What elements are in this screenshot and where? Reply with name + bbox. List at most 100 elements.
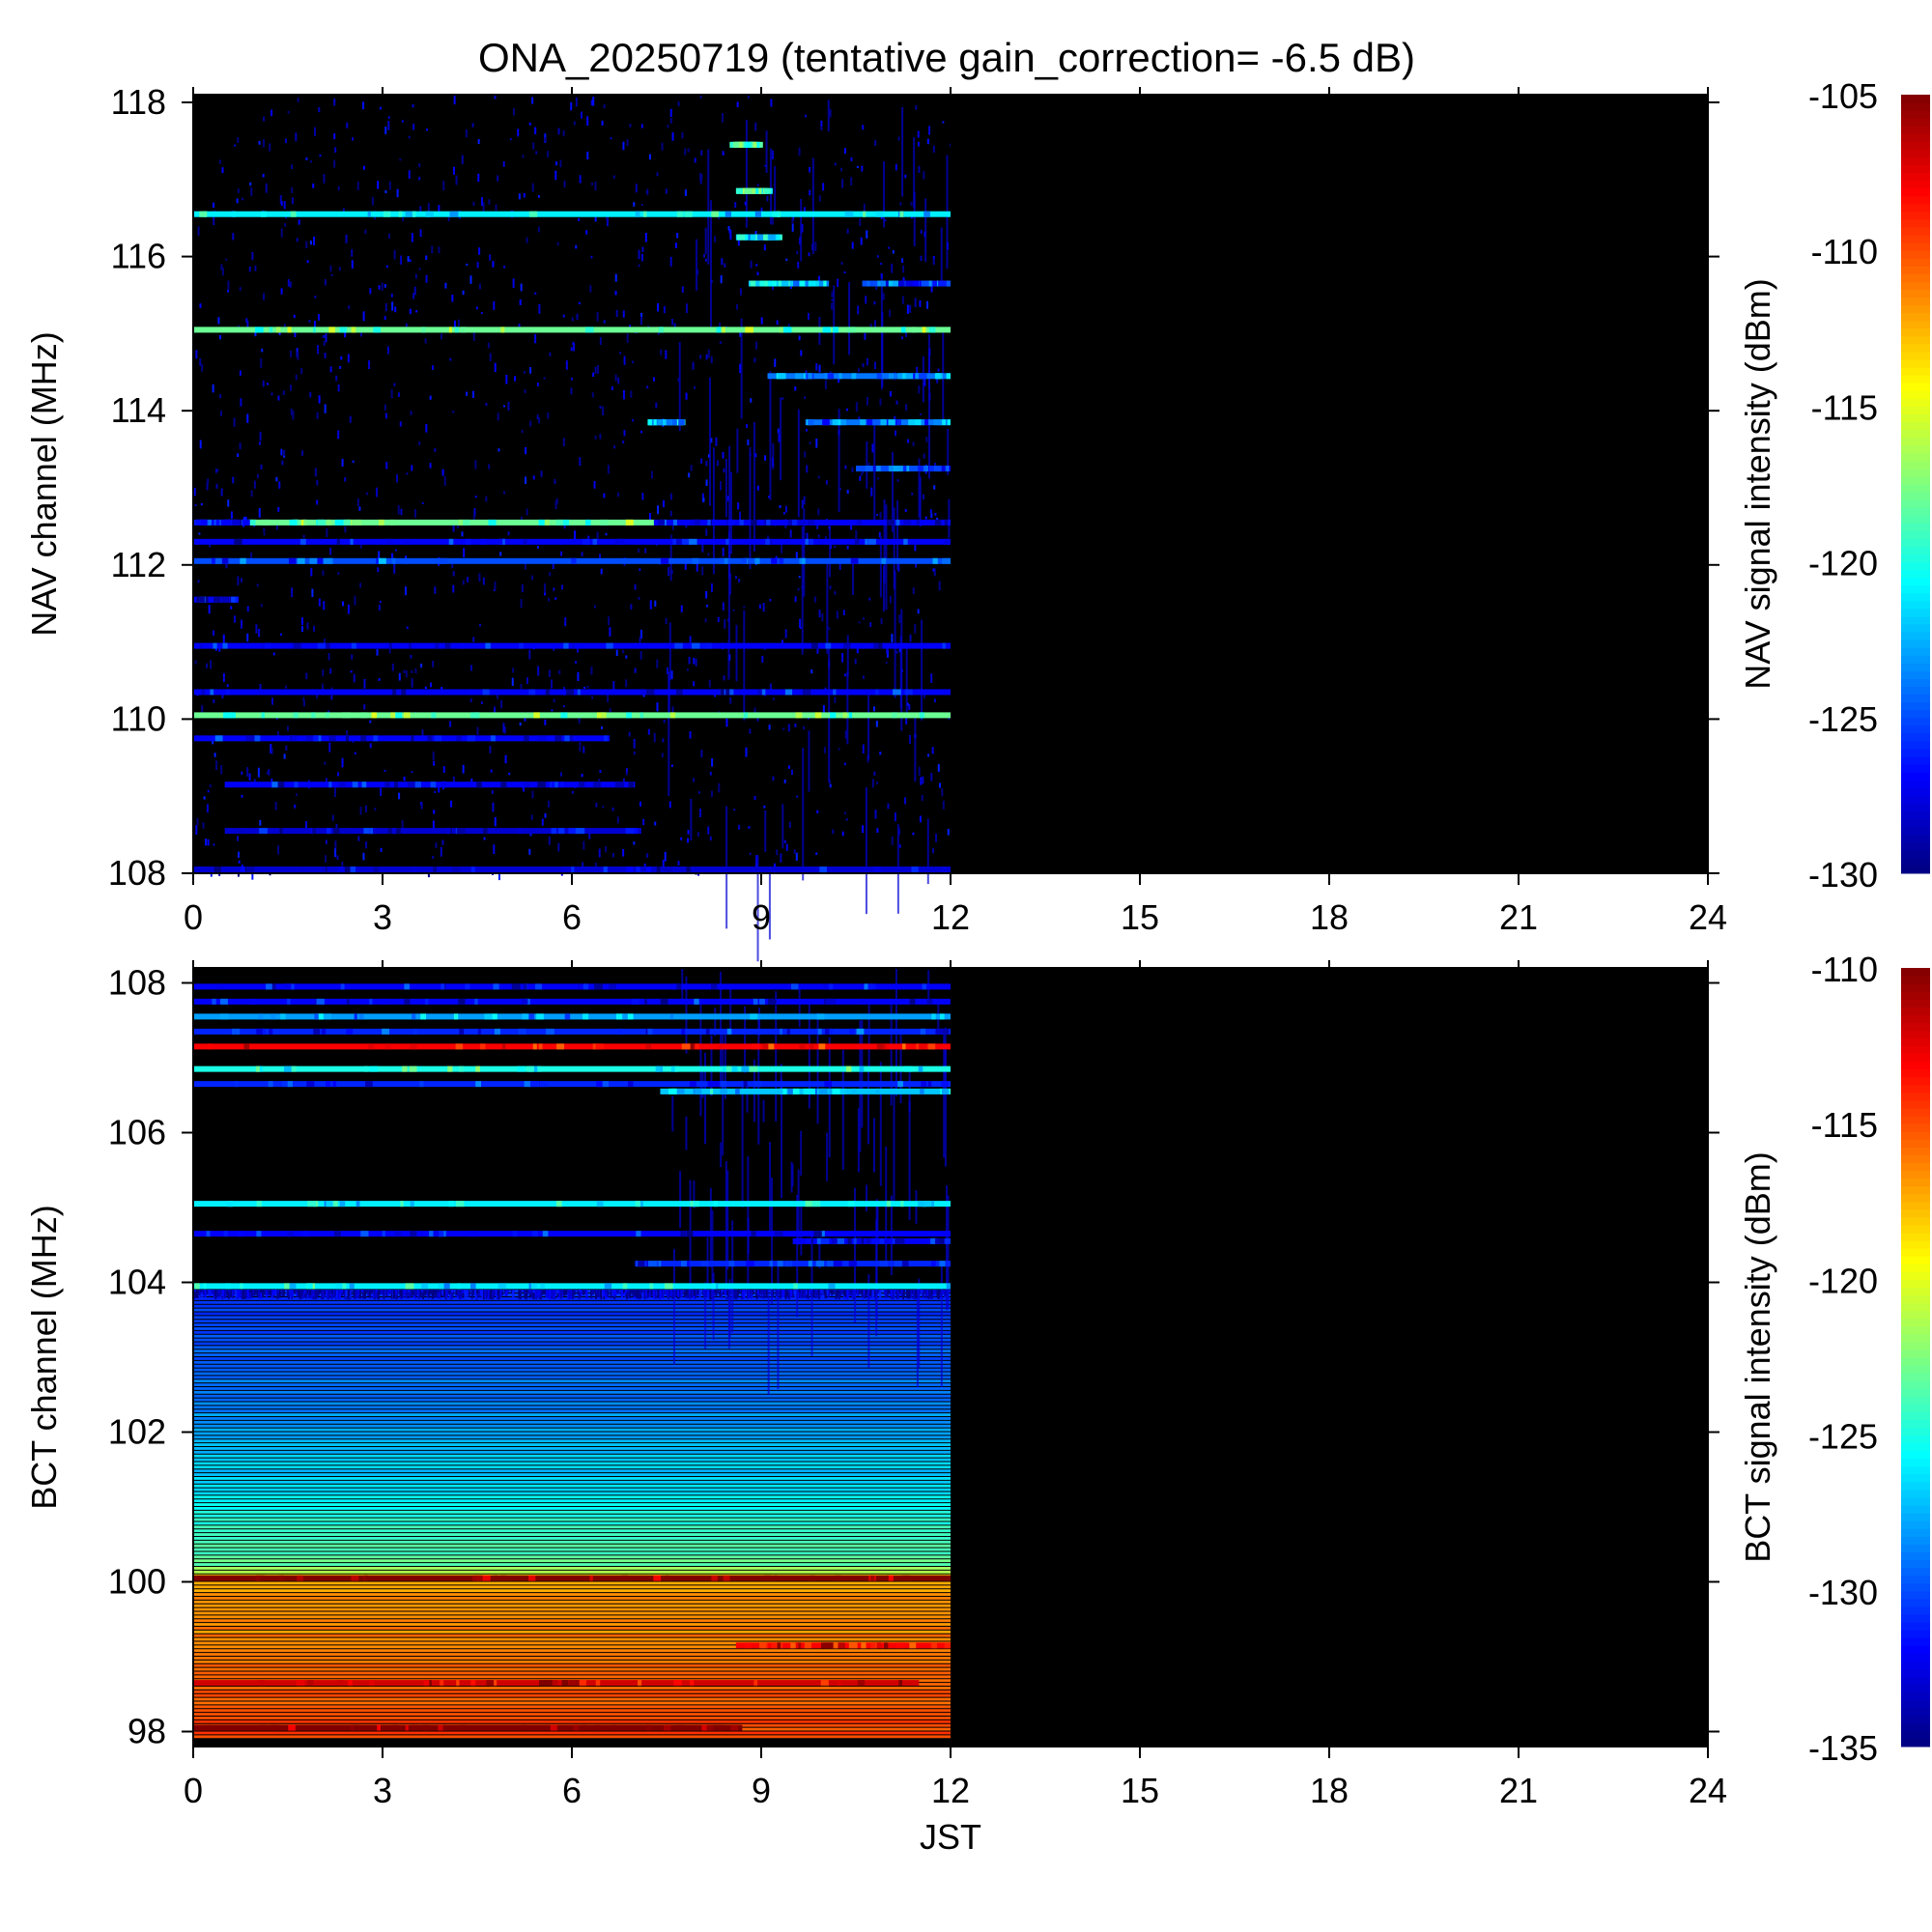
- signal-line-texture: [245, 735, 252, 742]
- noise-speckle: [548, 800, 551, 809]
- noise-speckle: [408, 170, 411, 180]
- colorbar-step: [1901, 1014, 1930, 1023]
- noise-speckle: [373, 1290, 376, 1294]
- signal-line-texture: [280, 1013, 286, 1020]
- noise-speckle: [688, 472, 691, 478]
- noise-speckle: [272, 652, 275, 656]
- noise-speckle: [362, 101, 365, 110]
- signal-line-texture: [760, 689, 766, 696]
- signal-line-texture: [256, 1201, 263, 1208]
- signal-line-texture: [872, 419, 881, 426]
- signal-line: [193, 1043, 951, 1050]
- noise-speckle: [376, 648, 379, 656]
- signal-line-texture: [604, 735, 608, 742]
- noise-streak: [708, 377, 711, 506]
- noise-speckle: [845, 1290, 848, 1297]
- noise-speckle: [594, 181, 597, 191]
- signal-line-texture: [730, 1724, 738, 1731]
- signal-line-texture: [488, 519, 497, 526]
- y-tick-label: 108: [108, 963, 166, 1003]
- colorbar-step: [1901, 242, 1930, 251]
- noise-speckle: [450, 1290, 453, 1300]
- noise-speckle: [643, 864, 646, 867]
- noise-speckle: [571, 317, 574, 322]
- noise-speckle: [871, 1290, 874, 1299]
- noise-speckle: [435, 842, 438, 848]
- noise-speckle: [639, 1290, 642, 1299]
- noise-speckle: [482, 577, 485, 585]
- noise-speckle: [204, 1290, 207, 1298]
- signal-line-texture: [240, 1283, 243, 1290]
- band-row: [193, 1327, 951, 1330]
- signal-line-texture: [781, 1088, 787, 1094]
- noise-speckle: [525, 1290, 527, 1300]
- noise-speckle: [216, 469, 219, 472]
- signal-line-texture: [577, 983, 582, 990]
- colorbar-step: [1901, 849, 1930, 859]
- noise-speckle: [622, 649, 625, 654]
- signal-line-texture: [832, 1088, 840, 1094]
- noise-speckle: [885, 1290, 888, 1296]
- colorbar-step: [1901, 297, 1930, 306]
- noise-speckle: [461, 155, 464, 165]
- noise-speckle: [583, 686, 586, 689]
- noise-streak: [800, 1130, 803, 1176]
- noise-speckle: [648, 513, 651, 522]
- noise-speckle: [693, 681, 696, 687]
- colorbar-step: [1901, 1505, 1930, 1514]
- noise-speckle: [632, 418, 635, 422]
- noise-speckle: [197, 1290, 200, 1293]
- noise-speckle: [206, 481, 209, 491]
- signal-line-texture: [394, 1231, 402, 1237]
- noise-speckle: [475, 306, 478, 310]
- noise-speckle: [626, 333, 629, 343]
- signal-line-texture: [700, 1261, 709, 1267]
- signal-line-texture: [454, 327, 460, 333]
- signal-line-texture: [576, 1680, 580, 1687]
- noise-speckle: [642, 818, 645, 826]
- noise-speckle: [722, 151, 724, 156]
- signal-line-texture: [194, 1283, 200, 1290]
- signal-line-texture: [571, 642, 576, 649]
- signal-line-texture: [914, 419, 922, 426]
- colorbar-tick-label: -115: [1811, 387, 1878, 427]
- band-row: [193, 1465, 951, 1469]
- noise-speckle: [585, 1290, 588, 1299]
- noise-speckle: [556, 1290, 559, 1293]
- noise-speckle: [686, 1290, 689, 1295]
- signal-line-texture: [805, 538, 810, 545]
- noise-streak: [753, 421, 755, 553]
- noise-speckle: [220, 264, 223, 270]
- noise-speckle: [787, 1290, 790, 1293]
- noise-streak: [947, 1195, 950, 1310]
- noise-speckle: [270, 109, 273, 117]
- noise-streak: [848, 282, 851, 355]
- signal-line-texture: [311, 712, 316, 719]
- noise-speckle: [837, 278, 839, 288]
- noise-speckle: [932, 145, 935, 154]
- colorbar-step: [1901, 320, 1930, 329]
- noise-speckle: [463, 1290, 466, 1293]
- noise-streak: [764, 810, 767, 852]
- noise-speckle: [283, 324, 286, 328]
- y-axis-label: NAV channel (MHz): [24, 331, 64, 636]
- noise-streak: [699, 998, 702, 1117]
- noise-streak: [746, 1082, 749, 1113]
- signal-line-texture: [737, 141, 742, 148]
- signal-line-texture: [228, 712, 236, 719]
- noise-speckle: [292, 1290, 295, 1293]
- colorbar-tick-label: -115: [1811, 1105, 1878, 1145]
- signal-line-texture: [867, 280, 870, 287]
- signal-line-texture: [220, 596, 228, 603]
- noise-speckle: [838, 377, 840, 384]
- signal-line-texture: [214, 735, 223, 742]
- noise-speckle: [917, 609, 920, 614]
- noise-streak: [704, 227, 707, 255]
- noise-speckle: [816, 525, 819, 529]
- noise-speckle: [794, 1290, 797, 1298]
- signal-line-texture: [643, 998, 648, 1005]
- noise-speckle: [923, 692, 926, 699]
- band-row: [193, 1585, 951, 1589]
- signal-line-texture: [328, 781, 332, 788]
